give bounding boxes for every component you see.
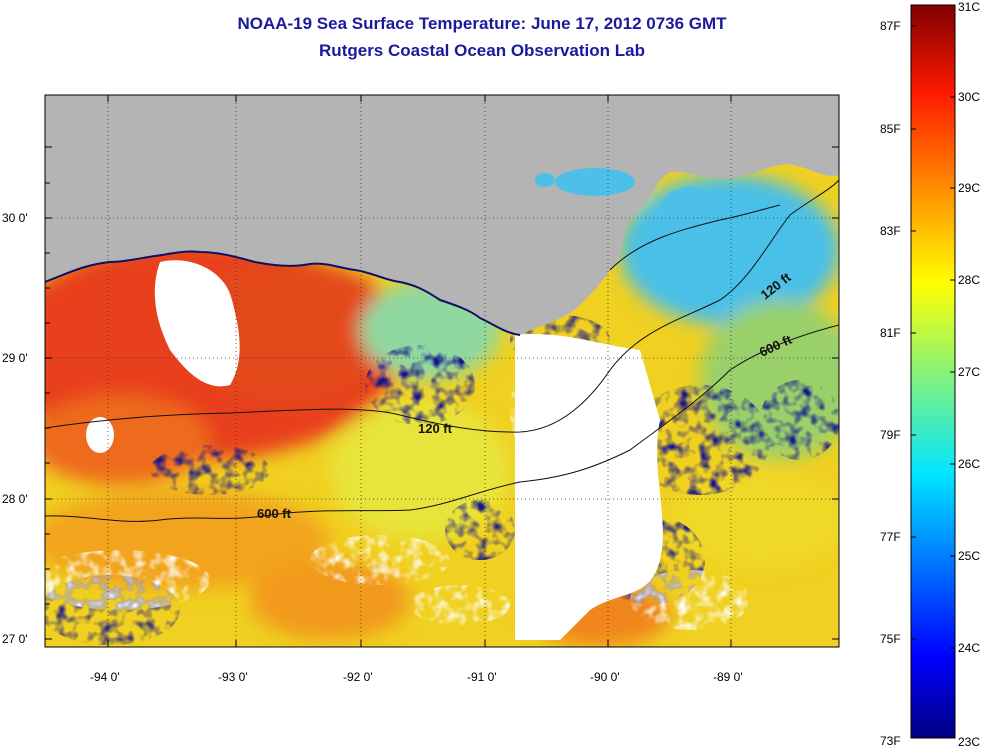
map-subtitle: Rutgers Coastal Ocean Observation Lab [319, 41, 645, 60]
lon-label-94: -94 0' [90, 670, 120, 684]
colorbar-f-85: 85F [880, 122, 901, 136]
colorbar-f-75: 75F [880, 632, 901, 646]
colorbar-c-23: 23C [958, 735, 980, 749]
island-wetlands [535, 168, 720, 237]
barrier-islands [124, 209, 307, 245]
land-mass [45, 95, 839, 335]
lat-label-29: 29 0' [2, 351, 28, 365]
colorbar-c-30: 30C [958, 90, 980, 104]
colorbar-c-26: 26C [958, 457, 980, 471]
contour-label-120ft: 120 ft [418, 421, 453, 436]
lon-label-90: -90 0' [590, 670, 620, 684]
colorbar-f-83: 83F [880, 224, 901, 238]
map-frame [44, 94, 840, 648]
colorbar [910, 4, 956, 739]
colorbar-c-25: 25C [958, 549, 980, 563]
bathymetry-contours [45, 179, 839, 522]
lat-label-27: 27 0' [2, 632, 28, 646]
colorbar-f-77: 77F [880, 530, 901, 544]
lat-lon-grid [45, 95, 839, 647]
lon-label-91: -91 0' [467, 670, 497, 684]
contour-label-600ft: 600 ft [257, 506, 292, 521]
colorbar-f-81: 81F [880, 326, 901, 340]
lon-label-89: -89 0' [713, 670, 743, 684]
colorbar-c-31: 31C [958, 0, 980, 14]
lat-label-30: 30 0' [2, 211, 28, 225]
colorbar-c-29: 29C [958, 181, 980, 195]
sst-map: 120 ft 600 ft 120 ft 600 ft [45, 95, 839, 647]
lon-label-92: -92 0' [343, 670, 373, 684]
colorbar-f-87: 87F [880, 19, 901, 33]
colorbar-ticks [911, 25, 955, 649]
axis-ticks [45, 95, 839, 647]
lat-label-28: 28 0' [2, 492, 28, 506]
colorbar-c-24: 24C [958, 641, 980, 655]
colorbar-f-73: 73F [880, 734, 901, 748]
colorbar-f-79: 79F [880, 428, 901, 442]
colorbar-c-28: 28C [958, 273, 980, 287]
lon-label-93: -93 0' [218, 670, 248, 684]
scattered-clouds [45, 350, 750, 630]
map-title: NOAA-19 Sea Surface Temperature: June 17… [237, 14, 727, 33]
coastline [45, 250, 521, 336]
colorbar-c-27: 27C [958, 365, 980, 379]
